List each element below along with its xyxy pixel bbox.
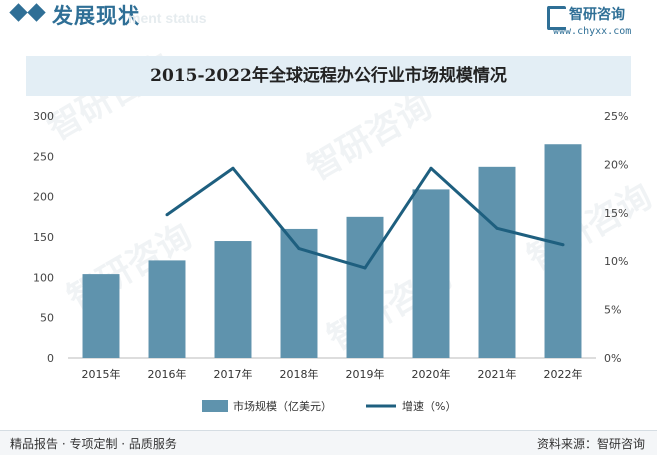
y-left-tick-label: 300 xyxy=(33,110,54,123)
footer: 精品报告 · 专项定制 · 品质服务 资料来源：智研咨询 xyxy=(0,430,657,455)
growth-point xyxy=(363,266,367,270)
bar xyxy=(544,144,582,358)
growth-point xyxy=(495,226,499,230)
legend-label: 市场规模（亿美元） xyxy=(233,399,332,413)
brand-logo: 智研咨询 www.chyxx.com xyxy=(547,4,647,40)
growth-point xyxy=(297,247,301,251)
section-subtitle: ment status xyxy=(128,10,207,26)
chart-title: 2015-2022年全球远程办公行业市场规模情况 xyxy=(150,66,507,86)
y-right-tick-label: 5% xyxy=(604,304,621,317)
growth-point xyxy=(429,166,433,170)
section-title: 发展现状 xyxy=(52,3,140,28)
y-right-tick-label: 0% xyxy=(604,352,621,365)
x-tick-label: 2021年 xyxy=(478,367,517,381)
logo-mark-icon xyxy=(547,6,566,30)
bar xyxy=(148,260,186,358)
growth-point xyxy=(561,243,565,247)
x-tick-label: 2019年 xyxy=(346,367,385,381)
legend-swatch-bar xyxy=(202,400,228,412)
growth-point xyxy=(231,166,235,170)
footer-source: 资料来源：智研咨询 xyxy=(536,437,645,451)
y-left-tick-label: 250 xyxy=(33,150,54,163)
bar xyxy=(412,189,450,358)
x-tick-label: 2022年 xyxy=(544,367,583,381)
growth-point xyxy=(165,213,169,217)
y-left-tick-label: 150 xyxy=(33,231,54,244)
bar xyxy=(478,166,516,358)
chart: 0 50 100 150 200 250 300 0% 5% 10% 15% 20% 25% 2015年 2… xyxy=(33,110,628,413)
y-left-tick-label: 200 xyxy=(33,191,54,204)
footer-slogan: 精品报告 · 专项定制 · 品质服务 xyxy=(10,437,177,451)
bar xyxy=(346,216,384,358)
y-right-tick-label: 10% xyxy=(604,255,628,268)
logo-url: www.chyxx.com xyxy=(553,26,632,37)
chart-title-band: 2015-2022年全球远程办公行业市场规模情况 xyxy=(26,56,631,96)
diamond-icon xyxy=(27,3,46,22)
diamond-icon xyxy=(9,3,28,22)
y-right-tick-label: 20% xyxy=(604,158,628,171)
x-tick-label: 2017年 xyxy=(214,367,253,381)
y-right-tick-label: 15% xyxy=(604,207,628,220)
y-left-tick-label: 50 xyxy=(40,312,54,325)
x-tick-label: 2015年 xyxy=(82,367,121,381)
logo-name: 智研咨询 xyxy=(569,7,625,23)
y-left-tick-label: 100 xyxy=(33,271,54,284)
x-tick-label: 2020年 xyxy=(412,367,451,381)
x-tick-label: 2018年 xyxy=(280,367,319,381)
bar xyxy=(82,274,120,358)
y-right-tick-label: 25% xyxy=(604,110,628,123)
bar xyxy=(214,241,252,358)
x-tick-label: 2016年 xyxy=(148,367,187,381)
bar xyxy=(280,228,318,358)
section-header: 发展现状 ment status 智研咨询 www.chyxx.com xyxy=(0,0,657,44)
legend-label: 增速（%） xyxy=(402,399,456,413)
y-left-tick-label: 0 xyxy=(47,352,54,365)
